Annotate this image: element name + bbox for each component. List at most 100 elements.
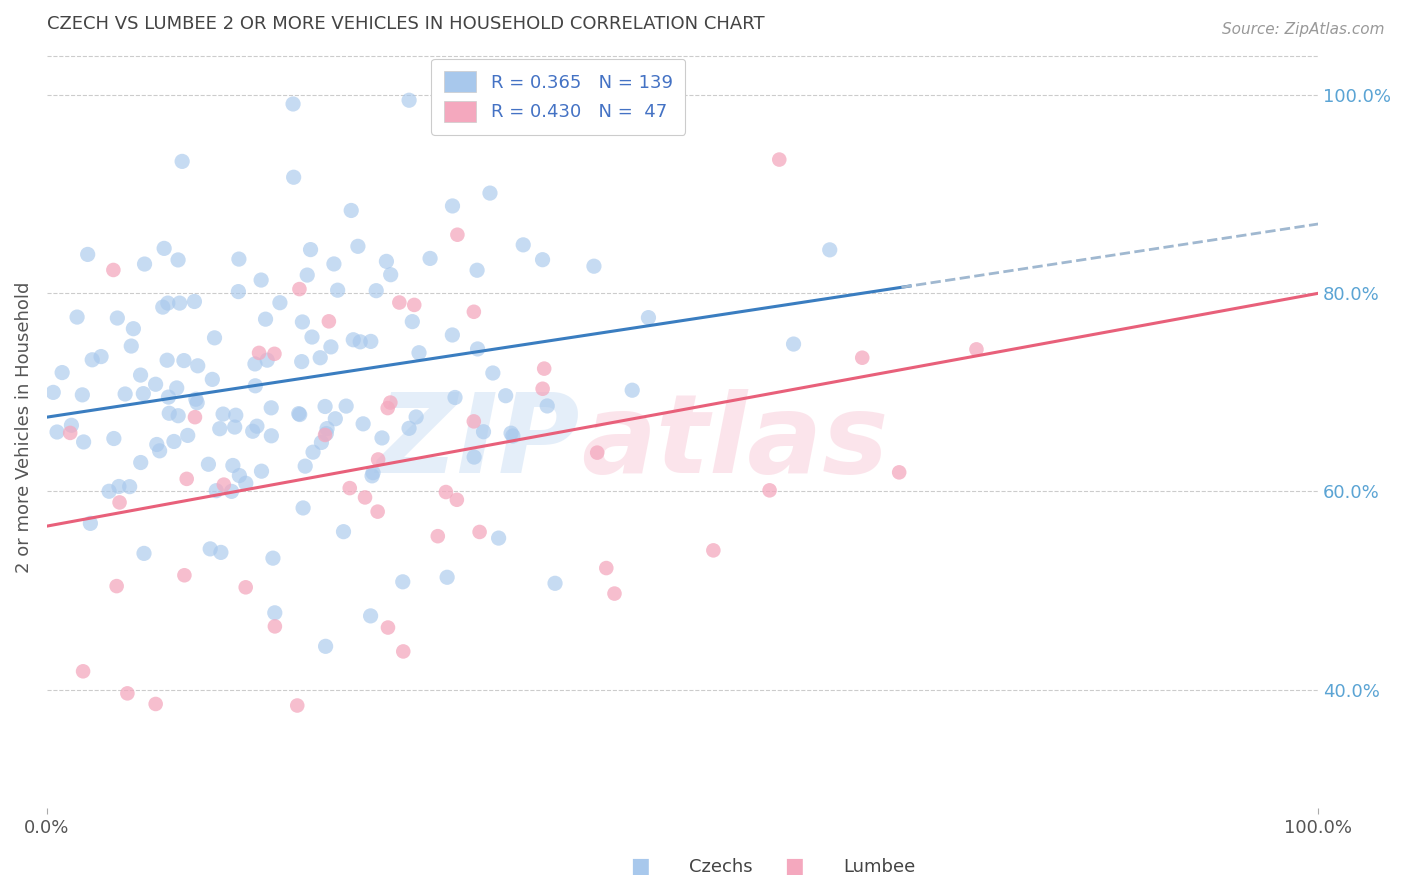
- Point: [318, 314, 340, 328]
- Point: [156, 296, 179, 310]
- Point: [314, 428, 336, 442]
- Point: [375, 254, 398, 268]
- Point: [291, 315, 314, 329]
- Point: [176, 472, 198, 486]
- Point: [245, 379, 267, 393]
- Point: [316, 421, 339, 435]
- Point: [187, 359, 209, 373]
- Point: [288, 408, 311, 422]
- Point: [502, 429, 524, 443]
- Point: [172, 154, 194, 169]
- Text: ■: ■: [630, 856, 650, 876]
- Point: [90, 350, 112, 364]
- Point: [269, 295, 291, 310]
- Legend: R = 0.365   N = 139, R = 0.430   N =  47: R = 0.365 N = 139, R = 0.430 N = 47: [430, 59, 685, 135]
- Point: [595, 561, 617, 575]
- Point: [145, 377, 167, 392]
- Point: [59, 425, 82, 440]
- Point: [242, 424, 264, 438]
- Point: [224, 420, 246, 434]
- Point: [531, 252, 554, 267]
- Point: [758, 483, 780, 498]
- Point: [441, 199, 464, 213]
- Point: [419, 252, 441, 266]
- Point: [145, 697, 167, 711]
- Point: [228, 285, 250, 299]
- Point: [103, 263, 125, 277]
- Point: [105, 579, 128, 593]
- Point: [360, 334, 382, 349]
- Point: [332, 524, 354, 539]
- Point: [201, 372, 224, 386]
- Point: [361, 466, 384, 480]
- Point: [463, 414, 485, 428]
- Point: [208, 422, 231, 436]
- Point: [354, 491, 377, 505]
- Point: [285, 698, 308, 713]
- Point: [152, 300, 174, 314]
- Point: [436, 570, 458, 584]
- Point: [149, 443, 172, 458]
- Point: [173, 353, 195, 368]
- Point: [380, 268, 402, 282]
- Point: [444, 391, 467, 405]
- Point: [367, 452, 389, 467]
- Point: [441, 328, 464, 343]
- Point: [582, 259, 605, 273]
- Point: [222, 458, 245, 473]
- Point: [782, 337, 804, 351]
- Point: [380, 395, 402, 409]
- Point: [342, 333, 364, 347]
- Point: [377, 621, 399, 635]
- Point: [322, 257, 344, 271]
- Point: [340, 203, 363, 218]
- Point: [82, 352, 104, 367]
- Point: [301, 330, 323, 344]
- Point: [184, 410, 207, 425]
- Point: [262, 551, 284, 566]
- Point: [263, 347, 285, 361]
- Text: Source: ZipAtlas.com: Source: ZipAtlas.com: [1222, 22, 1385, 37]
- Point: [169, 296, 191, 310]
- Point: [212, 477, 235, 491]
- Point: [367, 505, 389, 519]
- Text: Czechs: Czechs: [689, 858, 752, 876]
- Point: [129, 456, 152, 470]
- Point: [637, 310, 659, 325]
- Text: atlas: atlas: [581, 389, 889, 496]
- Point: [352, 417, 374, 431]
- Point: [205, 483, 228, 498]
- Point: [167, 252, 190, 267]
- Point: [51, 366, 73, 380]
- Point: [388, 295, 411, 310]
- Point: [105, 311, 128, 326]
- Point: [254, 312, 277, 326]
- Point: [468, 524, 491, 539]
- Point: [463, 305, 485, 319]
- Text: ZIP: ZIP: [377, 389, 581, 496]
- Point: [404, 298, 426, 312]
- Point: [323, 411, 346, 425]
- Point: [315, 426, 337, 441]
- Point: [76, 247, 98, 261]
- Point: [235, 580, 257, 594]
- Point: [292, 500, 315, 515]
- Point: [366, 284, 388, 298]
- Point: [391, 574, 413, 589]
- Point: [965, 343, 987, 357]
- Point: [260, 401, 283, 415]
- Point: [247, 346, 270, 360]
- Point: [132, 546, 155, 560]
- Point: [114, 387, 136, 401]
- Point: [263, 606, 285, 620]
- Point: [465, 263, 488, 277]
- Point: [702, 543, 724, 558]
- Point: [349, 334, 371, 349]
- Point: [250, 273, 273, 287]
- Point: [197, 457, 219, 471]
- Point: [371, 431, 394, 445]
- Point: [621, 383, 644, 397]
- Point: [446, 492, 468, 507]
- Point: [360, 608, 382, 623]
- Point: [851, 351, 873, 365]
